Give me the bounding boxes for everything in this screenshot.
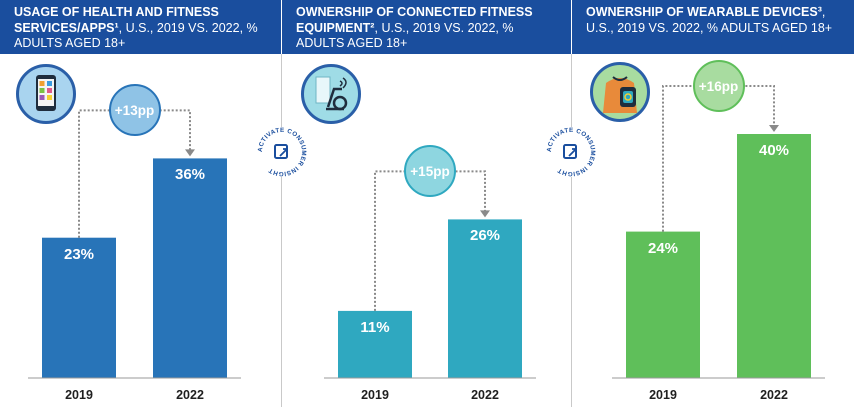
bar-value-label: 40% [758, 142, 790, 159]
panel-header: USAGE OF HEALTH AND FITNESS SERVICES/APP… [0, 0, 281, 54]
panel-subtitle: U.S., 2019 VS. 2022, % ADULTS AGED 18+ [586, 20, 833, 35]
x-tick-label: 2022 [176, 388, 204, 402]
arrowhead [185, 149, 195, 157]
change-bubble: +16pp [692, 60, 745, 112]
activate-consumer-insight-seal: ACTIVATE CONSUMER INSIGHT [256, 126, 308, 178]
bar-2019 [338, 310, 412, 378]
x-tick-label: 2019 [649, 388, 677, 402]
bar-2022 [153, 158, 227, 378]
panel-wearables: OWNERSHIP OF WEARABLE DEVICES³, U.S., 20… [572, 0, 854, 407]
bar-2019 [42, 237, 116, 378]
smartphone-apps-icon [16, 64, 76, 124]
x-tick-label: 2019 [361, 388, 389, 402]
exercise-bike-icon [301, 64, 361, 124]
bar-2019 [626, 231, 700, 378]
arrowhead [769, 125, 779, 132]
bar-value-label: 23% [63, 245, 95, 263]
bar-2022 [448, 219, 522, 378]
panel-health-apps: USAGE OF HEALTH AND FITNESS SERVICES/APP… [0, 0, 281, 407]
bar-2022 [737, 134, 811, 378]
panel-title: USAGE OF HEALTH AND FITNESS SERVICES/APP… [14, 5, 219, 35]
bar-value-label: 24% [647, 239, 679, 257]
panel-connected-equipment: OWNERSHIP OF CONNECTED FITNESS EQUIPMENT… [282, 0, 571, 407]
activate-consumer-insight-seal: ACTIVATE CONSUMER INSIGHT [545, 126, 597, 178]
change-connector [374, 170, 486, 311]
x-tick-label: 2022 [471, 388, 499, 402]
panel-divider [571, 54, 572, 407]
change-bubble: +13pp [108, 84, 161, 137]
x-tick-label: 2019 [65, 388, 93, 402]
panel-subtitle: U.S., 2019 VS. 2022, % ADULTS AGED 18+ [14, 20, 258, 51]
panel-title: OWNERSHIP OF CONNECTED FITNESS EQUIPMENT… [296, 5, 533, 35]
bar-value-label: 26% [469, 227, 501, 245]
arrowhead [480, 210, 490, 218]
smartwatch-icon [590, 62, 650, 122]
bar-value-label: 36% [174, 166, 206, 184]
panel-divider [281, 54, 282, 407]
panel-title: OWNERSHIP OF WEARABLE DEVICES³ [586, 5, 822, 19]
x-tick-label: 2022 [760, 388, 788, 402]
panel-header: OWNERSHIP OF WEARABLE DEVICES³, U.S., 20… [572, 0, 854, 54]
panel-subtitle: U.S., 2019 VS. 2022, % ADULTS AGED 18+ [296, 20, 514, 51]
change-bubble: +15pp [404, 145, 456, 198]
bar-value-label: 11% [360, 318, 390, 336]
panel-header: OWNERSHIP OF CONNECTED FITNESS EQUIPMENT… [282, 0, 571, 54]
